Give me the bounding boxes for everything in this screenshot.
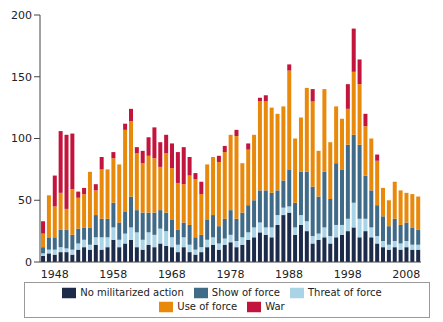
svg-text:1948: 1948 <box>41 268 69 281</box>
html-text:Show of force: Show of force <box>211 287 280 298</box>
svg-text:200: 200 <box>11 9 32 22</box>
svg-text:150: 150 <box>11 71 32 84</box>
svg-text:1968: 1968 <box>158 268 186 281</box>
svg-text:50: 50 <box>18 194 32 207</box>
html-text:Threat of force: Threat of force <box>308 287 382 298</box>
html-text:No militarized action: No militarized action <box>80 287 184 298</box>
svg-text:1978: 1978 <box>217 268 245 281</box>
html-text:Use of force: Use of force <box>177 301 238 312</box>
svg-text:100: 100 <box>11 132 32 145</box>
html-text:War: War <box>265 301 285 312</box>
svg-text:2008: 2008 <box>392 268 420 281</box>
svg-text:0: 0 <box>25 256 32 269</box>
svg-text:1988: 1988 <box>275 268 303 281</box>
svg-text:1998: 1998 <box>334 268 362 281</box>
svg-text:1958: 1958 <box>99 268 127 281</box>
